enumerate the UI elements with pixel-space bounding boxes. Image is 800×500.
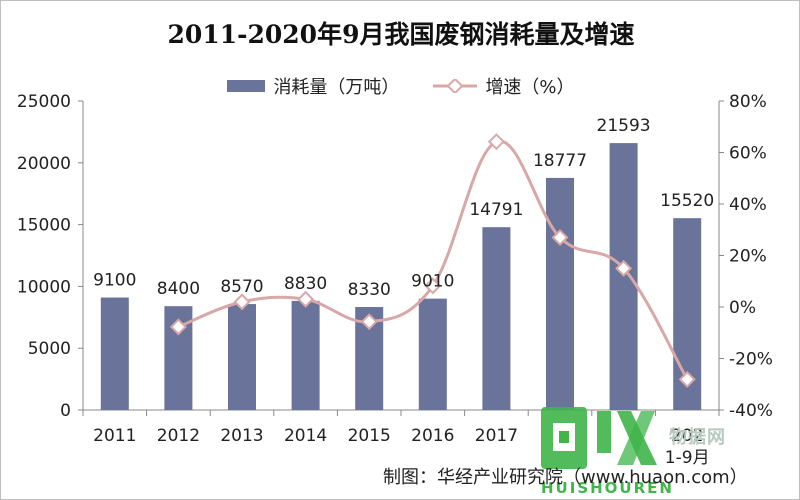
y-left-tick-label: 0 <box>60 401 71 421</box>
y-left-tick-label: 20000 <box>17 154 71 174</box>
y-left-tick-label: 25000 <box>17 92 71 112</box>
growth-point <box>551 228 569 246</box>
bar-consumption <box>100 297 129 410</box>
y-right-tick-label: 20% <box>729 247 767 267</box>
y-left-tick-label: 15000 <box>17 216 71 236</box>
growth-point <box>615 259 633 277</box>
x-tick-label-line2: 1-9月 <box>665 448 710 468</box>
legend: 消耗量（万吨） 增速（%） <box>1 73 799 99</box>
watermark-logo <box>541 407 657 469</box>
bar-data-label: 8830 <box>284 274 327 294</box>
bar-consumption <box>228 304 256 410</box>
legend-item-growth: 增速（%） <box>433 73 575 99</box>
x-tick-label: 2017 <box>475 426 518 446</box>
y-right-tick-label: 80% <box>729 92 767 112</box>
legend-label-consumption: 消耗量（万吨） <box>273 77 400 98</box>
legend-bar-swatch <box>227 80 266 92</box>
bar-data-label: 15520 <box>660 191 714 211</box>
growth-point <box>678 370 696 388</box>
y-left-tick-label: 10000 <box>17 277 71 297</box>
x-tick-label: 2016 <box>411 426 454 446</box>
y-right-tick-label: -20% <box>729 350 773 370</box>
growth-point <box>169 318 187 336</box>
y-right-tick-label: 0% <box>729 298 756 318</box>
chart-title: 2011-2020年9月我国废钢消耗量及增速 <box>167 20 635 49</box>
bar-consumption <box>482 227 511 410</box>
x-tick-label: 2014 <box>284 426 327 446</box>
x-tick-label: 2012 <box>157 426 200 446</box>
growth-point <box>297 290 315 308</box>
bar-data-label: 21593 <box>597 116 651 136</box>
bar-data-label: 8570 <box>220 277 263 297</box>
bar-data-label: 14791 <box>469 200 523 220</box>
y-left-tick-label: 5000 <box>28 339 71 359</box>
bar-data-label: 8400 <box>157 279 200 299</box>
growth-point <box>424 277 442 295</box>
x-tick-label: 2015 <box>348 426 391 446</box>
bar-data-label: 9100 <box>93 271 136 291</box>
bar-consumption <box>418 298 447 410</box>
line-growth-rate <box>177 139 689 381</box>
growth-point <box>487 133 505 151</box>
growth-point <box>360 313 378 331</box>
y-right-tick-label: -40% <box>729 401 773 421</box>
watermark-subtext: HUISHOUREN <box>541 479 674 497</box>
source-note: 制图：华经产业研究院（www.huaon.com） <box>383 467 748 488</box>
bar-consumption <box>546 177 574 410</box>
y-right-tick-label: 60% <box>729 144 767 164</box>
x-tick-label: 2011 <box>93 426 136 446</box>
x-tick-label: 2013 <box>220 426 263 446</box>
bar-data-label: 18777 <box>533 151 587 171</box>
y-right-tick-label: 40% <box>729 195 767 215</box>
legend-item-consumption: 消耗量（万吨） <box>227 73 399 99</box>
bar-data-label: 9010 <box>411 272 454 292</box>
bar-consumption <box>291 300 320 410</box>
watermark-text: 物据网 <box>669 427 726 448</box>
x-tick-label: 202 <box>671 426 703 446</box>
bar-data-label: 8330 <box>348 280 391 300</box>
legend-label-growth: 增速（%） <box>485 77 575 98</box>
growth-point <box>233 293 251 311</box>
legend-line-swatch <box>433 79 478 93</box>
